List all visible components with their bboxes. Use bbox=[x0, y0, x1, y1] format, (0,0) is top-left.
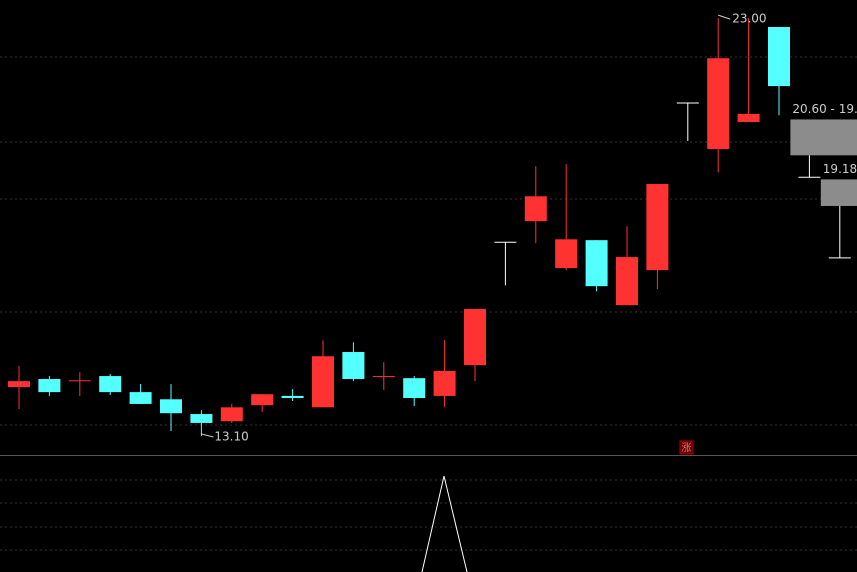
candle-body bbox=[555, 239, 578, 269]
badge-box bbox=[679, 440, 694, 455]
range-label: 19.18 - bbox=[823, 162, 857, 176]
candle-body bbox=[342, 352, 365, 380]
candle-body bbox=[524, 196, 547, 222]
candle-body bbox=[68, 380, 91, 382]
candle-body bbox=[464, 308, 486, 366]
candle-body bbox=[220, 407, 243, 422]
candle-body bbox=[129, 392, 152, 404]
candle-body bbox=[585, 240, 608, 287]
candle-body bbox=[403, 378, 426, 399]
candle-body bbox=[312, 356, 334, 408]
range-box bbox=[820, 179, 857, 206]
high-label: 23.00 bbox=[732, 12, 766, 26]
candle-body bbox=[646, 184, 669, 271]
range-label: 20.60 - 19.6 bbox=[792, 102, 857, 116]
indicator-line bbox=[421, 475, 468, 572]
candle-body bbox=[251, 394, 274, 406]
candle-body bbox=[99, 376, 122, 393]
candle-body bbox=[616, 257, 638, 306]
candle-body bbox=[281, 395, 304, 399]
label-leader bbox=[718, 14, 731, 20]
label-leader bbox=[201, 433, 214, 438]
candle-body bbox=[737, 113, 760, 122]
low-label: 13.10 bbox=[214, 430, 248, 444]
candle-body bbox=[38, 379, 61, 393]
candle-body bbox=[768, 27, 790, 87]
candle-body bbox=[160, 399, 182, 414]
candle-body bbox=[707, 58, 730, 149]
candle-body bbox=[433, 371, 456, 396]
candle-body bbox=[8, 381, 30, 388]
badge: 涨 bbox=[682, 442, 692, 454]
grid bbox=[0, 56, 857, 572]
candle-body bbox=[372, 376, 395, 378]
range-box bbox=[790, 119, 857, 156]
candle-body bbox=[190, 414, 213, 423]
